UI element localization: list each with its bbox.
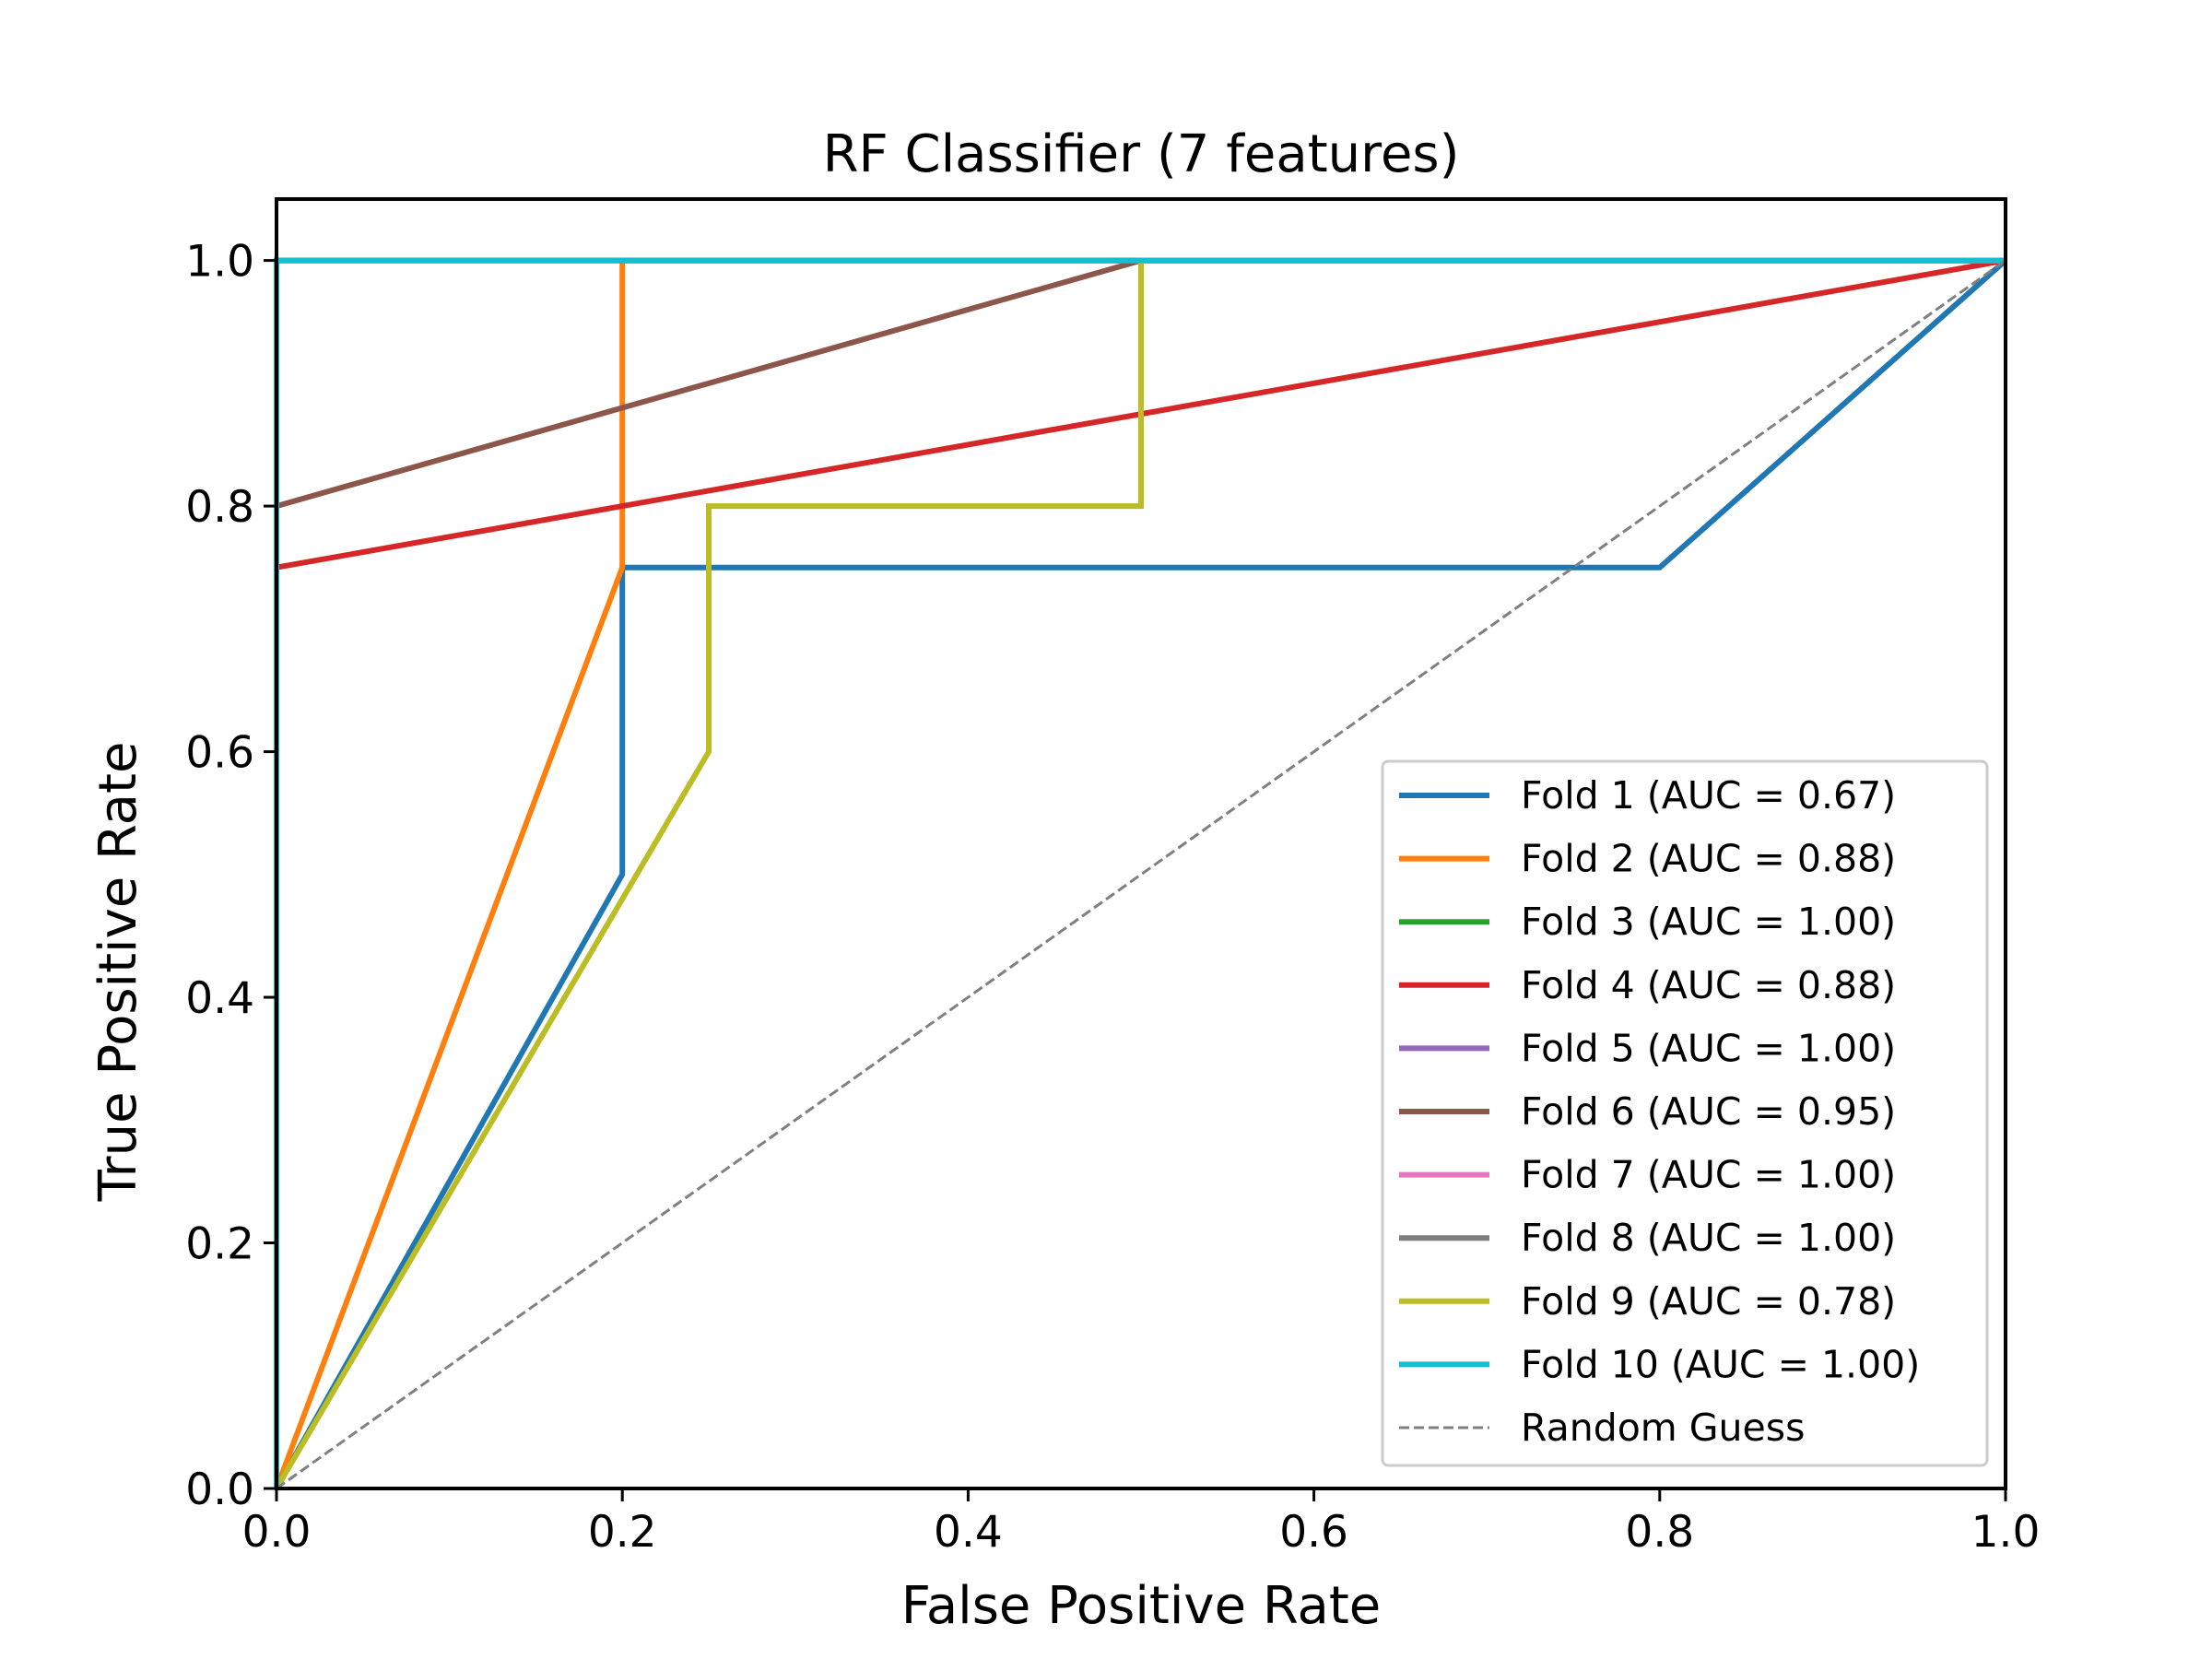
y-tick-label: 1.0 xyxy=(185,237,254,288)
legend-label: Random Guess xyxy=(1521,1406,1805,1450)
legend-label: Fold 6 (AUC = 0.95) xyxy=(1521,1089,1896,1134)
axes-layer: 0.0 0.2 0.4 0.6 0.8 1.0 0.0 0.2 0.4 0.6 0.8 1.0 xyxy=(185,197,2041,1558)
legend-label: Fold 9 (AUC = 0.78) xyxy=(1521,1279,1896,1324)
y-tick-label: 0.2 xyxy=(185,1219,254,1270)
legend-label: Fold 10 (AUC = 1.00) xyxy=(1521,1342,1920,1386)
legend-label: Fold 8 (AUC = 1.00) xyxy=(1521,1216,1896,1260)
chart-title: RF Classifier (7 features) xyxy=(823,124,1460,184)
y-tick-label: 0.6 xyxy=(185,728,254,779)
plot-frame xyxy=(275,197,2007,1490)
x-tick-label: 0.4 xyxy=(934,1507,1003,1558)
legend: Fold 1 (AUC = 0.67) Fold 2 (AUC = 0.88) Fo… xyxy=(1381,759,1989,1467)
legend-label: Fold 5 (AUC = 1.00) xyxy=(1521,1026,1896,1070)
legend-label: Fold 7 (AUC = 1.00) xyxy=(1521,1153,1896,1197)
x-tick-label: 0.0 xyxy=(242,1507,312,1558)
legend-box xyxy=(1381,759,1989,1467)
y-tick-label: 0.4 xyxy=(185,973,254,1024)
x-axis-label: False Positive Rate xyxy=(901,1576,1381,1636)
legend-label: Fold 3 (AUC = 1.00) xyxy=(1521,900,1896,944)
x-tick-label: 0.6 xyxy=(1279,1507,1348,1558)
x-tick-label: 1.0 xyxy=(1971,1507,2041,1558)
legend-label: Fold 1 (AUC = 0.67) xyxy=(1521,773,1896,818)
y-axis-label: True Positive Rate xyxy=(88,742,148,1203)
legend-label: Fold 2 (AUC = 0.88) xyxy=(1521,837,1896,881)
y-tick-label: 0.0 xyxy=(185,1465,254,1515)
x-tick-label: 0.2 xyxy=(588,1507,657,1558)
y-tick-label: 0.8 xyxy=(185,482,254,533)
legend-label: Fold 4 (AUC = 0.88) xyxy=(1521,963,1896,1007)
x-tick-label: 0.8 xyxy=(1625,1507,1694,1558)
